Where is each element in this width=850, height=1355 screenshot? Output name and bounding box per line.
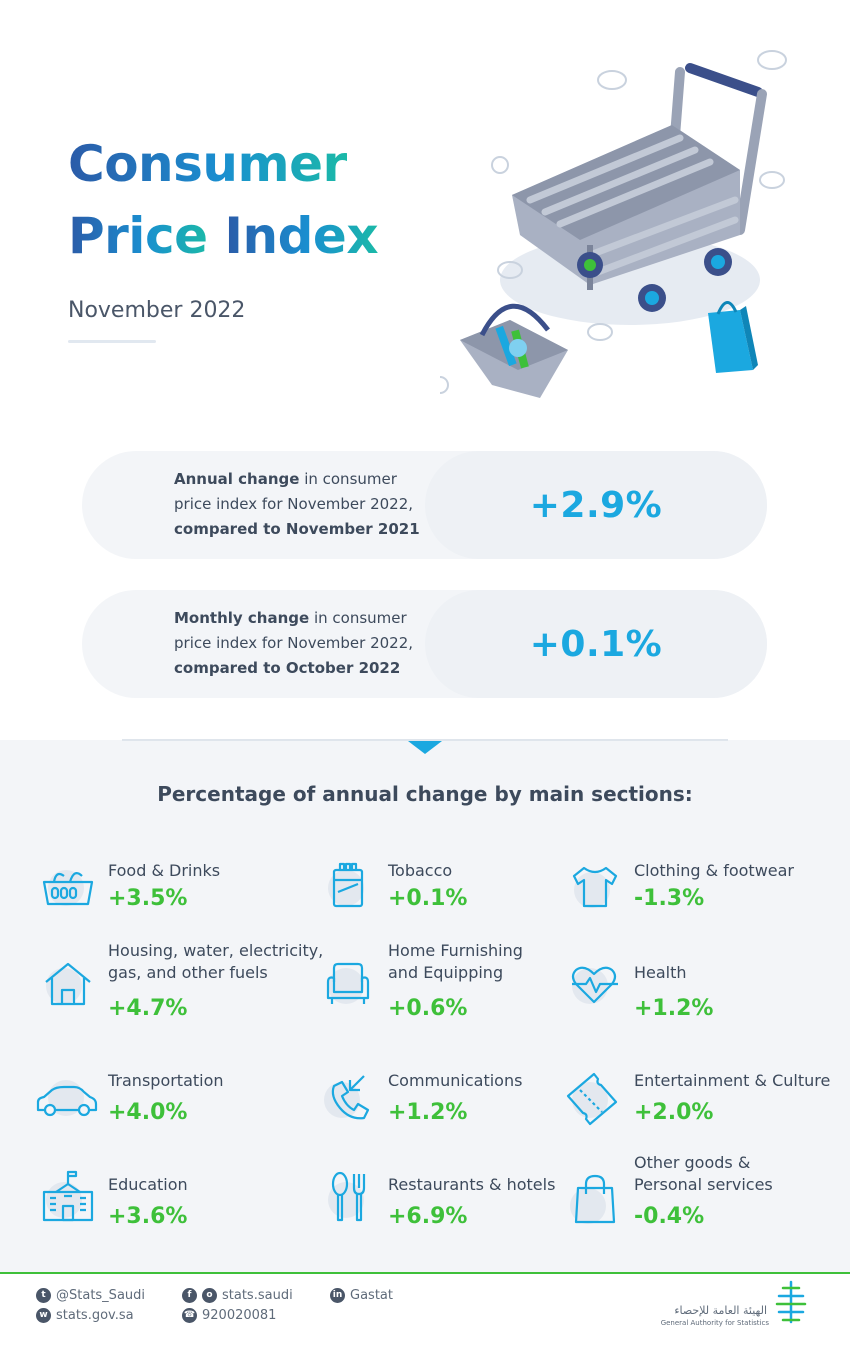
footer-social[interactable]: f o stats.saudi bbox=[182, 1288, 293, 1303]
section-value: +2.0% bbox=[634, 1100, 714, 1125]
section-value: -0.4% bbox=[634, 1204, 705, 1229]
page-title: Consumer Price Index bbox=[68, 128, 379, 272]
annual-change-comparison: compared to November 2021 bbox=[174, 520, 420, 538]
annual-change-label: Annual change bbox=[174, 470, 300, 488]
footer-linkedin-text: Gastat bbox=[350, 1288, 393, 1303]
monthly-change-card: Monthly change in consumer price index f… bbox=[82, 590, 767, 698]
section-item-health: Health +1.2% bbox=[566, 940, 836, 1026]
section-value: +0.1% bbox=[388, 886, 468, 911]
annual-change-description: Annual change in consumer price index fo… bbox=[174, 467, 434, 542]
page-subtitle: November 2022 bbox=[68, 298, 246, 323]
section-item-transportation: Transportation +4.0% bbox=[34, 1070, 294, 1130]
section-label: Health bbox=[634, 963, 687, 982]
sections-heading: Percentage of annual change by main sect… bbox=[157, 782, 693, 806]
school-icon bbox=[42, 1170, 94, 1222]
section-value: +4.0% bbox=[108, 1100, 188, 1125]
section-item-education: Education +3.6% bbox=[40, 1160, 300, 1232]
logo-english-text: General Authority for Statistics bbox=[660, 1319, 769, 1327]
section-value: +4.7% bbox=[108, 996, 188, 1021]
title-line1: Consumer bbox=[68, 135, 347, 193]
cutlery-icon bbox=[328, 1171, 366, 1222]
gastat-emblem-icon bbox=[775, 1280, 807, 1324]
footer-website[interactable]: w stats.gov.sa bbox=[36, 1308, 134, 1323]
heart-pulse-icon bbox=[571, 966, 618, 1004]
section-value: +0.6% bbox=[388, 996, 468, 1021]
section-value: +1.2% bbox=[388, 1100, 468, 1125]
monthly-change-description: Monthly change in consumer price index f… bbox=[174, 606, 434, 681]
section-label-line2: and Equipping bbox=[388, 963, 504, 982]
monthly-change-comparison: compared to October 2022 bbox=[174, 659, 401, 677]
section-divider bbox=[122, 739, 728, 741]
section-item-communications: Communications +1.2% bbox=[320, 1070, 560, 1130]
linkedin-icon: in bbox=[330, 1288, 345, 1303]
section-value: +6.9% bbox=[388, 1204, 468, 1229]
logo-arabic-text: الهيئة العامة للإحصاء bbox=[674, 1304, 767, 1317]
footer-twitter[interactable]: t @Stats_Saudi bbox=[36, 1288, 145, 1303]
section-label-line2: Personal services bbox=[634, 1175, 773, 1194]
section-label: Tobacco bbox=[388, 861, 453, 880]
footer-website-text: stats.gov.sa bbox=[56, 1308, 134, 1323]
section-label: Communications bbox=[388, 1071, 523, 1090]
title-word-price: Price bbox=[68, 207, 208, 265]
ticket-icon bbox=[566, 1072, 618, 1126]
section-label: Home Furnishing bbox=[388, 941, 523, 960]
section-item-clothing-footwear: Clothing & footwear -1.3% bbox=[566, 858, 836, 918]
annual-change-value-pill: +2.9% bbox=[425, 451, 767, 559]
section-label: Entertainment & Culture bbox=[634, 1071, 831, 1090]
gastat-logo: الهيئة العامة للإحصاء General Authority … bbox=[655, 1278, 815, 1338]
section-item-other-goods: Other goods & Personal services -0.4% bbox=[566, 1152, 836, 1232]
shopping-cart-illustration bbox=[440, 50, 787, 398]
section-label: Education bbox=[108, 1175, 188, 1194]
section-label: Transportation bbox=[108, 1071, 224, 1090]
monthly-change-label: Monthly change bbox=[174, 609, 310, 627]
subtitle-divider bbox=[68, 340, 156, 343]
section-value: +1.2% bbox=[634, 996, 714, 1021]
section-item-restaurants-hotels: Restaurants & hotels +6.9% bbox=[320, 1160, 570, 1232]
tshirt-icon bbox=[572, 866, 618, 908]
section-value: -1.3% bbox=[634, 886, 705, 911]
section-item-housing: Housing, water, electricity, gas, and ot… bbox=[40, 940, 324, 1026]
section-label: Other goods & bbox=[634, 1153, 751, 1172]
annual-change-card: Annual change in consumer price index fo… bbox=[82, 451, 767, 559]
section-item-tobacco: Tobacco +0.1% bbox=[320, 858, 560, 918]
annual-change-value: +2.9% bbox=[529, 484, 663, 526]
title-word-index: Index bbox=[224, 207, 379, 265]
section-value: +3.5% bbox=[108, 886, 188, 911]
footer-linkedin[interactable]: in Gastat bbox=[330, 1288, 393, 1303]
instagram-icon: o bbox=[202, 1288, 217, 1303]
monthly-change-value: +0.1% bbox=[529, 623, 663, 665]
footer-phone[interactable]: ☎ 920020081 bbox=[182, 1308, 276, 1323]
footer-phone-text: 920020081 bbox=[202, 1308, 277, 1323]
section-pointer bbox=[408, 741, 442, 754]
section-item-entertainment-culture: Entertainment & Culture +2.0% bbox=[566, 1070, 836, 1130]
basket-icon bbox=[42, 870, 94, 906]
section-label: Housing, water, electricity, bbox=[108, 941, 324, 960]
twitter-icon: t bbox=[36, 1288, 51, 1303]
footer-social-text: stats.saudi bbox=[222, 1288, 293, 1303]
phone-call-icon: ☎ bbox=[182, 1308, 197, 1323]
globe-icon: w bbox=[36, 1308, 51, 1323]
section-label: Food & Drinks bbox=[108, 861, 221, 880]
house-icon bbox=[45, 962, 91, 1006]
monthly-change-text: in consumer price index for November 202… bbox=[174, 609, 414, 652]
footer bbox=[0, 1272, 850, 1355]
section-value: +3.6% bbox=[108, 1204, 188, 1229]
shopping-bag-icon bbox=[570, 1174, 616, 1224]
sections-panel bbox=[0, 740, 850, 1272]
cigarette-pack-icon bbox=[328, 862, 364, 908]
section-label: Clothing & footwear bbox=[634, 861, 795, 880]
section-item-home-furnishing: Home Furnishing and Equipping +0.6% bbox=[320, 940, 560, 1026]
section-label-line2: gas, and other fuels bbox=[108, 963, 268, 982]
footer-twitter-text: @Stats_Saudi bbox=[56, 1288, 146, 1303]
car-icon bbox=[36, 1080, 98, 1117]
section-item-food-drinks: Food & Drinks +3.5% bbox=[40, 858, 300, 918]
section-label: Restaurants & hotels bbox=[388, 1175, 556, 1194]
facebook-icon: f bbox=[182, 1288, 197, 1303]
annual-change-text: in consumer price index for November 202… bbox=[174, 470, 414, 513]
armchair-icon bbox=[326, 962, 370, 1004]
monthly-change-value-pill: +0.1% bbox=[425, 590, 767, 698]
phone-icon bbox=[324, 1075, 370, 1120]
